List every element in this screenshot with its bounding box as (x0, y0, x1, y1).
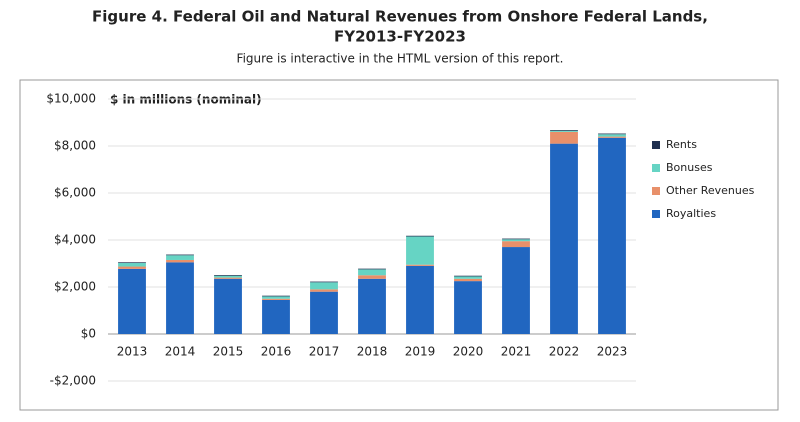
legend-label: Other Revenues (666, 184, 755, 197)
bar-segment (406, 236, 434, 265)
bar-segment (502, 241, 530, 248)
bar-segment (262, 296, 290, 299)
y-tick-label: $8,000 (54, 139, 96, 153)
bar-segment (550, 130, 578, 132)
bar-segment (166, 259, 194, 263)
bar-segment (262, 295, 290, 297)
bar-segment (502, 247, 530, 334)
x-tick-label: 2013 (117, 345, 148, 359)
bar-segment (118, 268, 146, 334)
bar-segment (118, 263, 146, 267)
bar-segment (454, 275, 482, 277)
bar-segment (262, 299, 290, 334)
bar-segment (118, 266, 146, 269)
bar-segment (502, 239, 530, 242)
bar-segment (406, 235, 434, 237)
bar-segment (214, 278, 242, 334)
y-tick-label: $4,000 (54, 233, 96, 247)
bar-segment (358, 278, 386, 334)
bar-segment (598, 136, 626, 138)
bar-segment (454, 278, 482, 282)
legend-label: Royalties (666, 207, 716, 220)
bar-segment (598, 137, 626, 334)
bar-segment (358, 275, 386, 279)
bar-segment (310, 282, 338, 290)
x-tick-label: 2020 (453, 345, 484, 359)
chart-frame (19, 79, 779, 411)
bar-segment (118, 262, 146, 264)
bar-segment (214, 275, 242, 278)
legend-label: Bonuses (666, 161, 713, 174)
x-tick-label: 2018 (357, 345, 388, 359)
legend-swatch (652, 164, 660, 172)
legend-label: Rents (666, 138, 697, 151)
y-tick-label: $0 (81, 327, 96, 341)
x-tick-label: 2014 (165, 345, 196, 359)
x-tick-label: 2021 (501, 345, 532, 359)
x-tick-label: 2017 (309, 345, 340, 359)
legend-swatch (652, 187, 660, 195)
x-tick-label: 2022 (549, 345, 580, 359)
x-tick-label: 2019 (405, 345, 436, 359)
bar-segment (166, 254, 194, 256)
chart-subtitle: Figure is interactive in the HTML versio… (237, 52, 564, 66)
bar-segment (598, 133, 626, 135)
x-tick-label: 2016 (261, 345, 292, 359)
bar-segment (598, 134, 626, 137)
x-tick-label: 2023 (597, 345, 628, 359)
bar-segment (310, 281, 338, 283)
bar-segment (454, 281, 482, 334)
bar-segment (406, 264, 434, 266)
bar-segment (358, 268, 386, 270)
chart-title: Figure 4. Federal Oil and Natural Revenu… (92, 8, 708, 26)
y-tick-label: $2,000 (54, 280, 96, 294)
bar-segment (214, 277, 242, 279)
legend-swatch (652, 210, 660, 218)
y-tick-label: $10,000 (46, 92, 96, 106)
chart-title: FY2013-FY2023 (334, 28, 466, 46)
legend-swatch (652, 141, 660, 149)
bar-segment (166, 255, 194, 260)
bar-segment (406, 265, 434, 334)
bar-segment (166, 262, 194, 334)
bar-segment (214, 275, 242, 276)
x-tick-label: 2015 (213, 345, 244, 359)
y-tick-label: $6,000 (54, 186, 96, 200)
bar-segment (310, 289, 338, 292)
bar-segment (262, 298, 290, 300)
bar-segment (550, 131, 578, 144)
bar-segment (358, 269, 386, 276)
y-tick-label: -$2,000 (50, 374, 96, 388)
bar-segment (550, 143, 578, 334)
bar-segment (502, 238, 530, 240)
bar-segment (310, 291, 338, 334)
bar-segment (550, 130, 578, 131)
bar-segment (454, 276, 482, 279)
